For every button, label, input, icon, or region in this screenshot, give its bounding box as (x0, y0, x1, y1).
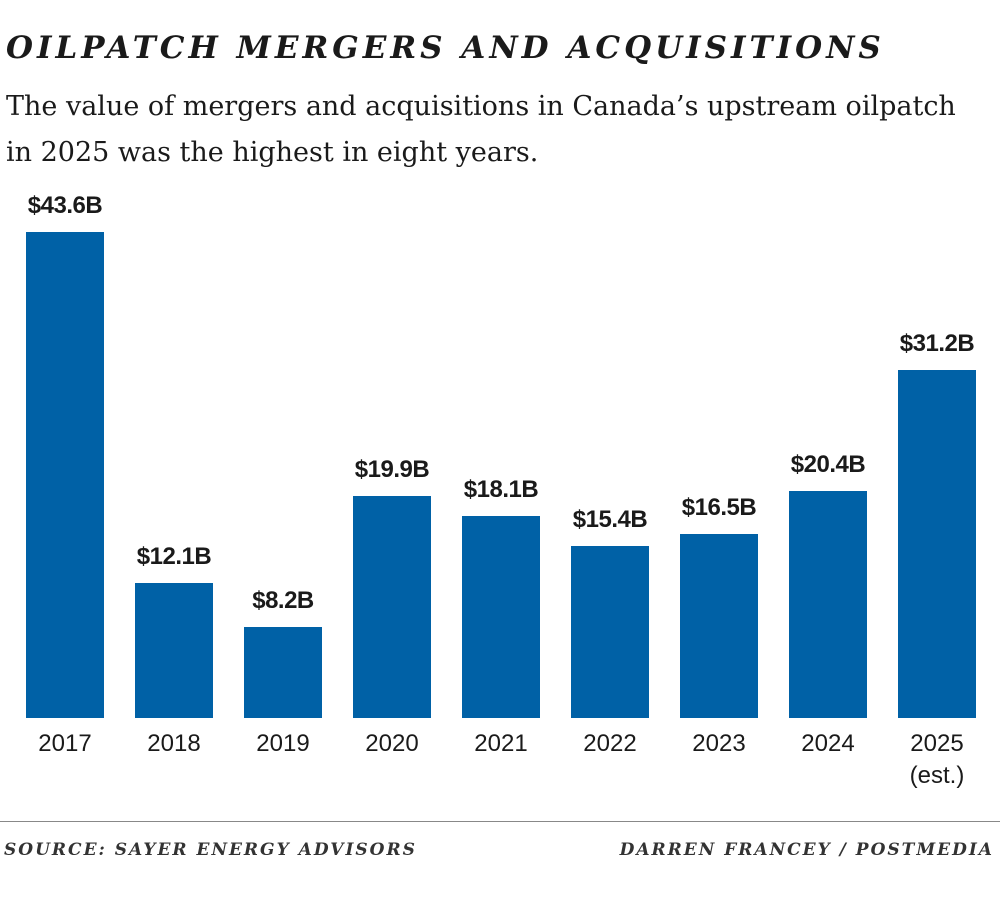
bar (244, 626, 322, 718)
x-tick-label: 2021 (474, 730, 528, 757)
value-label: $20.4B (790, 450, 866, 478)
value-label: $12.1B (136, 543, 212, 571)
value-label: $31.2B (899, 330, 975, 358)
bar (135, 583, 213, 718)
bar (26, 232, 104, 718)
bar (353, 496, 431, 718)
value-label: $8.2B (252, 586, 314, 614)
value-label: $15.4B (572, 506, 648, 534)
bar (680, 534, 758, 718)
x-tick-label: 2025 (est.) (909, 730, 965, 789)
x-tick-label: 2022 (583, 730, 637, 757)
credit: DARREN FRANCEY / POSTMEDIA (619, 840, 994, 860)
x-tick-label: 2019 (256, 730, 310, 757)
bar (789, 490, 867, 718)
divider (0, 821, 1000, 822)
bar (571, 546, 649, 718)
bar (462, 516, 540, 718)
value-label: $16.5B (681, 494, 757, 522)
chart-title: OILPATCH MERGERS AND ACQUISITIONS (6, 30, 885, 66)
x-tick-label: 2020 (365, 730, 419, 757)
value-label: $43.6B (27, 192, 103, 219)
value-label: $19.9B (354, 456, 430, 484)
value-label: $18.1B (463, 476, 539, 504)
x-tick-label: 2017 (38, 730, 92, 757)
x-tick-label: 2024 (801, 730, 855, 757)
x-tick-label: 2018 (147, 730, 201, 757)
source: SOURCE: SAYER ENERGY ADVISORS (4, 840, 417, 860)
x-tick-label: 2023 (692, 730, 746, 757)
bar (898, 370, 976, 718)
chart-subtitle: The value of mergers and acquisitions in… (6, 91, 956, 168)
